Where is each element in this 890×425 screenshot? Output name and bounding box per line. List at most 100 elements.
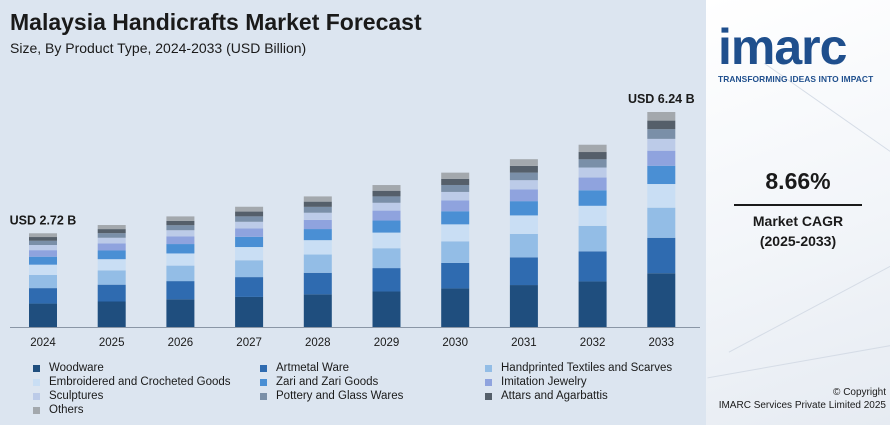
- bar-segment: [97, 284, 126, 302]
- bar-segment: [372, 220, 401, 233]
- bar-segment: [97, 229, 126, 234]
- page-subtitle: Size, By Product Type, 2024-2033 (USD Bi…: [10, 40, 307, 56]
- bar-segment: [372, 185, 401, 191]
- bar-segment: [97, 233, 126, 238]
- bar-segment: [647, 129, 676, 139]
- bar-segment: [303, 212, 332, 220]
- bar-segment: [441, 241, 470, 263]
- bar-segment: [578, 225, 607, 252]
- bar-segment: [303, 229, 332, 241]
- bar-segment: [29, 250, 57, 257]
- bar-segment: [235, 206, 264, 212]
- bar-segment: [647, 165, 676, 185]
- bar-segment: [441, 200, 470, 212]
- copyright-line-1: © Copyright: [833, 387, 886, 398]
- bar-segment: [303, 219, 332, 230]
- bar-segment: [647, 138, 676, 151]
- bar-segment: [166, 265, 195, 282]
- logo-wordmark: imarc: [718, 19, 847, 75]
- bar-segment: [235, 216, 264, 222]
- bar-segment: [235, 236, 264, 248]
- bar-segment: [303, 240, 332, 255]
- bar-segment: [303, 196, 332, 202]
- cagr-value: 8.66%: [765, 168, 831, 194]
- bar-segment: [29, 264, 57, 275]
- x-tick-label: 2030: [442, 337, 468, 349]
- bar-segment: [97, 301, 126, 327]
- bar-segment: [578, 159, 607, 168]
- bar-segment: [441, 191, 470, 201]
- bar-segment: [372, 210, 401, 221]
- bar-segment: [441, 288, 470, 327]
- bar-segment: [303, 254, 332, 273]
- bar-segment: [166, 236, 195, 245]
- bar-segment: [647, 112, 676, 121]
- bar-segment: [29, 240, 57, 245]
- bar-segment: [509, 172, 538, 181]
- bar-segment: [509, 233, 538, 258]
- x-tick-label: 2027: [236, 337, 262, 349]
- bar-segment: [441, 184, 470, 192]
- bar-segment: [509, 165, 538, 173]
- bar-segment: [29, 288, 57, 304]
- bar-segment: [29, 303, 57, 327]
- bar-segment: [303, 294, 332, 327]
- cagr-period: (2025-2033): [759, 233, 837, 249]
- bar-segment: [509, 189, 538, 202]
- bar-segment: [509, 159, 538, 166]
- bar-segment: [578, 177, 607, 191]
- x-tick-label: 2033: [649, 337, 675, 349]
- cagr-divider: [734, 204, 862, 206]
- bar-segment: [166, 253, 195, 266]
- bar-segment: [303, 206, 332, 213]
- bar-segment: [441, 211, 470, 225]
- bar-segment: [235, 228, 264, 237]
- bar-segment: [441, 224, 470, 242]
- bar-segment: [235, 260, 264, 278]
- bar-segment: [647, 150, 676, 166]
- bar-segment: [29, 244, 57, 251]
- bar-segment: [166, 230, 195, 237]
- bar-segment: [29, 274, 57, 289]
- bar-segment: [235, 211, 264, 217]
- copyright-notice: © Copyright IMARC Services Private Limit…: [706, 386, 886, 412]
- bar-segment: [372, 232, 401, 249]
- bar-segment: [578, 144, 607, 153]
- bar-segment: [509, 201, 538, 216]
- bar-total-annotation: USD 6.24 B: [628, 92, 695, 106]
- bar-segment: [578, 281, 607, 327]
- bar-segment: [372, 196, 401, 203]
- bar-segment: [29, 256, 57, 265]
- bar-segment: [29, 237, 57, 241]
- bar-segment: [166, 216, 195, 221]
- bar-segment: [372, 190, 401, 197]
- bar-segment: [372, 268, 401, 292]
- bar-total-annotation: USD 2.72 B: [10, 213, 77, 227]
- bar-segment: [303, 272, 332, 295]
- bar-segment: [509, 257, 538, 286]
- bar-segment: [647, 120, 676, 130]
- x-tick-label: 2031: [511, 337, 537, 349]
- bar-segment: [97, 270, 126, 285]
- bar-segment: [303, 201, 332, 207]
- x-tick-label: 2032: [580, 337, 606, 349]
- bar-segment: [235, 296, 264, 327]
- bar-segment: [235, 277, 264, 297]
- bar-segment: [166, 225, 195, 231]
- bar-segment: [97, 259, 126, 271]
- bar-segment: [166, 299, 195, 327]
- bar-segment: [509, 215, 538, 234]
- bar-segment: [372, 248, 401, 269]
- bar-segment: [647, 273, 676, 327]
- bar-segment: [441, 172, 470, 179]
- bar-segment: [166, 244, 195, 254]
- bar-segment: [441, 262, 470, 289]
- copyright-line-2: IMARC Services Private Limited 2025: [718, 400, 886, 411]
- bar-segment: [235, 247, 264, 261]
- bar-segment: [97, 243, 126, 251]
- bar-segment: [647, 184, 676, 208]
- bar-segment: [235, 221, 264, 229]
- bar-segment: [372, 291, 401, 327]
- bar-segment: [578, 167, 607, 178]
- logo-tagline: TRANSFORMING IDEAS INTO IMPACT: [718, 74, 874, 84]
